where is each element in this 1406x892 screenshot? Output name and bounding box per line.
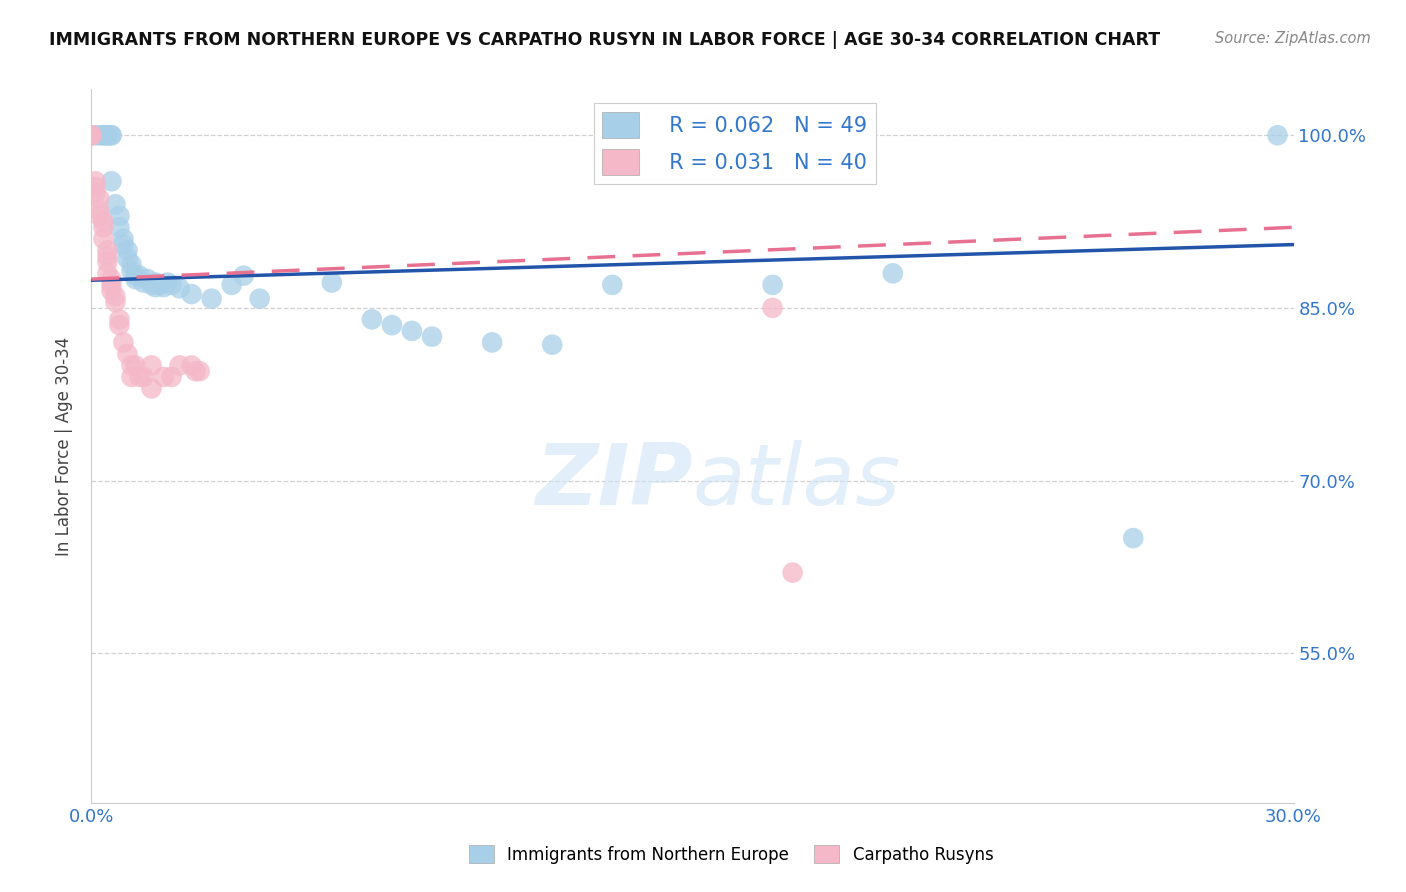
- Point: [80, 128, 103, 143]
- Point: [152, 280, 174, 294]
- Point: [180, 287, 202, 301]
- Point: [93, 220, 115, 235]
- Point: [112, 335, 135, 350]
- Point: [112, 232, 135, 246]
- Point: [152, 370, 174, 384]
- Point: [96, 128, 118, 143]
- Point: [84, 128, 107, 143]
- Point: [93, 128, 115, 143]
- Point: [104, 197, 127, 211]
- Point: [141, 381, 163, 395]
- Point: [160, 277, 183, 292]
- Point: [145, 276, 167, 290]
- Y-axis label: In Labor Force | Age 30-34: In Labor Force | Age 30-34: [55, 336, 73, 556]
- Point: [882, 266, 904, 280]
- Point: [232, 268, 254, 283]
- Point: [89, 128, 111, 143]
- Point: [1267, 128, 1289, 143]
- Point: [782, 566, 804, 580]
- Point: [148, 277, 170, 292]
- Point: [93, 128, 115, 143]
- Point: [96, 128, 118, 143]
- Point: [96, 266, 118, 280]
- Point: [249, 292, 271, 306]
- Point: [602, 277, 624, 292]
- Point: [117, 252, 139, 266]
- Point: [108, 318, 131, 333]
- Point: [156, 276, 179, 290]
- Point: [80, 128, 103, 143]
- Point: [117, 244, 139, 258]
- Point: [188, 364, 211, 378]
- Point: [124, 359, 146, 373]
- Point: [169, 281, 191, 295]
- Text: Source: ZipAtlas.com: Source: ZipAtlas.com: [1215, 31, 1371, 46]
- Point: [136, 272, 159, 286]
- Point: [96, 244, 118, 258]
- Point: [121, 257, 143, 271]
- Legend:   R = 0.062   N = 49,   R = 0.031   N = 40: R = 0.062 N = 49, R = 0.031 N = 40: [593, 103, 876, 184]
- Point: [201, 292, 224, 306]
- Point: [108, 209, 131, 223]
- Point: [1122, 531, 1144, 545]
- Point: [124, 268, 146, 283]
- Point: [100, 272, 122, 286]
- Point: [89, 192, 111, 206]
- Point: [321, 276, 343, 290]
- Point: [104, 295, 127, 310]
- Point: [141, 359, 163, 373]
- Point: [184, 364, 207, 378]
- Point: [121, 359, 143, 373]
- Point: [108, 312, 131, 326]
- Point: [84, 180, 107, 194]
- Point: [762, 301, 785, 315]
- Point: [360, 312, 382, 326]
- Text: ZIP: ZIP: [534, 440, 692, 524]
- Text: IMMIGRANTS FROM NORTHERN EUROPE VS CARPATHO RUSYN IN LABOR FORCE | AGE 30-34 COR: IMMIGRANTS FROM NORTHERN EUROPE VS CARPA…: [49, 31, 1160, 49]
- Point: [169, 359, 191, 373]
- Point: [100, 174, 122, 188]
- Point: [481, 335, 503, 350]
- Point: [104, 289, 127, 303]
- Point: [84, 174, 107, 188]
- Point: [84, 186, 107, 200]
- Point: [128, 370, 150, 384]
- Point: [89, 202, 111, 217]
- Point: [100, 128, 122, 143]
- Point: [541, 337, 564, 351]
- Point: [93, 232, 115, 246]
- Point: [121, 264, 143, 278]
- Point: [112, 237, 135, 252]
- Point: [89, 209, 111, 223]
- Point: [117, 347, 139, 361]
- Point: [401, 324, 423, 338]
- Point: [762, 277, 785, 292]
- Point: [141, 277, 163, 292]
- Point: [96, 128, 118, 143]
- Point: [381, 318, 404, 333]
- Point: [180, 359, 202, 373]
- Point: [221, 277, 243, 292]
- Point: [96, 255, 118, 269]
- Point: [124, 272, 146, 286]
- Point: [132, 276, 155, 290]
- Point: [132, 370, 155, 384]
- Text: atlas: atlas: [692, 440, 900, 524]
- Point: [100, 128, 122, 143]
- Point: [128, 268, 150, 283]
- Point: [93, 214, 115, 228]
- Point: [160, 370, 183, 384]
- Point: [121, 370, 143, 384]
- Point: [100, 284, 122, 298]
- Point: [100, 277, 122, 292]
- Point: [420, 329, 443, 343]
- Point: [96, 249, 118, 263]
- Point: [108, 220, 131, 235]
- Point: [145, 280, 167, 294]
- Legend: Immigrants from Northern Europe, Carpatho Rusyns: Immigrants from Northern Europe, Carpath…: [463, 838, 1000, 871]
- Point: [80, 128, 103, 143]
